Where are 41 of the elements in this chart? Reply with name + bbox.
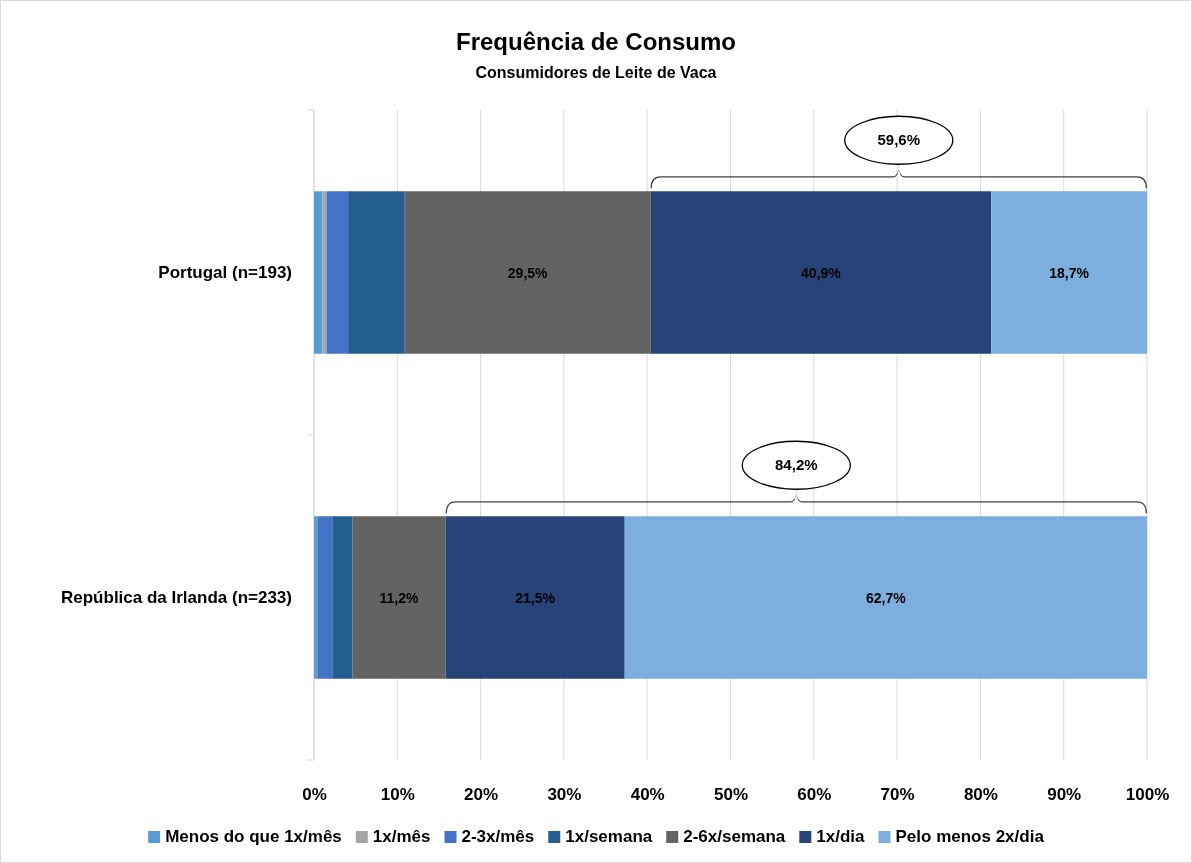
bar [314, 516, 318, 679]
annotation: 59,6% [877, 131, 921, 149]
bar [332, 516, 353, 679]
x-tick-label: 100% [1125, 785, 1170, 805]
y-tick-label: Portugal (n=193) [158, 262, 292, 282]
data-label: 40,9% [801, 264, 842, 281]
bar [322, 191, 327, 354]
x-tick-label: 90% [1047, 785, 1082, 805]
legend-label: 1x/mês [372, 827, 431, 846]
x-tick-label: 50% [713, 785, 749, 805]
x-tick-label: 70% [880, 785, 915, 805]
data-label: 62,7% [866, 589, 907, 606]
bar [352, 516, 446, 679]
chart-title: Frequência de Consumo [455, 28, 737, 55]
legend-label: 1x/dia [816, 827, 866, 846]
data-label: 21,5% [515, 589, 556, 606]
data-label: 11,2% [379, 589, 419, 606]
bar [317, 516, 333, 679]
bar [445, 516, 625, 679]
legend-label: 1x/semana [565, 827, 653, 846]
x-tick-label: 0% [302, 785, 327, 805]
legend-label: 2-3x/mês [461, 827, 535, 846]
bar [326, 191, 349, 354]
legend-label: Pelo menos 2x/dia [895, 827, 1045, 846]
bar [348, 191, 405, 354]
x-tick-label: 60% [797, 785, 832, 805]
y-tick-label: República da Irlanda (n=233) [61, 587, 292, 607]
legend-label: Menos do que 1x/mês [165, 827, 342, 846]
bar [404, 191, 651, 354]
x-tick-label: 20% [464, 785, 499, 805]
annotation: 84,2% [775, 456, 818, 474]
data-label: 29,5% [507, 264, 549, 281]
bar [991, 191, 1147, 354]
x-tick-label: 40% [630, 785, 665, 805]
x-tick-label: 30% [547, 785, 582, 805]
data-label: 18,7% [1049, 264, 1090, 281]
bar [314, 191, 323, 354]
chart-subtitle: Consumidores de Leite de Vaca [475, 64, 717, 81]
x-tick-label: 80% [963, 785, 998, 805]
x-tick-label: 10% [380, 785, 415, 805]
legend-label: 2-6x/semana [683, 827, 786, 846]
